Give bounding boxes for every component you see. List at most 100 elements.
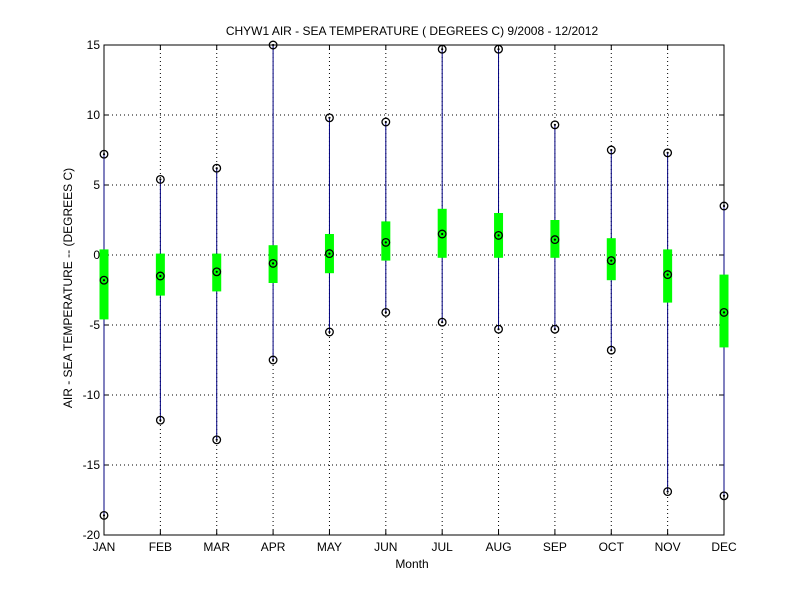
max-marker-dot-aug xyxy=(497,48,500,51)
min-marker-dot-may xyxy=(328,330,331,334)
max-marker-dot-oct xyxy=(610,148,613,152)
max-marker-dot-dec xyxy=(722,204,726,208)
min-marker-oct xyxy=(606,345,616,355)
y-tick-label-7: 15 xyxy=(87,38,101,52)
median-marker-dot-apr xyxy=(271,262,275,265)
median-marker-dot-jan xyxy=(102,279,106,282)
min-marker-dot-oct xyxy=(610,349,613,352)
x-tick-label-sep: SEP xyxy=(543,540,567,554)
min-marker-dot-jun xyxy=(384,311,387,314)
median-marker-dot-aug xyxy=(497,234,500,237)
max-marker-dot-sep xyxy=(553,123,557,126)
max-marker-feb xyxy=(155,174,165,184)
min-marker-dot-jul xyxy=(441,321,444,324)
max-marker-oct xyxy=(606,145,616,155)
min-marker-dot-feb xyxy=(159,419,162,422)
x-tick-label-mar: MAR xyxy=(203,540,230,554)
max-marker-nov xyxy=(663,148,673,158)
min-marker-dec xyxy=(719,491,729,501)
x-tick-label-jan: JAN xyxy=(93,540,116,554)
chart-title: CHYW1 AIR - SEA TEMPERATURE ( DEGREES C)… xyxy=(226,24,599,38)
box-feb xyxy=(155,253,165,296)
min-marker-nov xyxy=(663,487,673,497)
min-marker-dot-sep xyxy=(553,328,557,331)
median-marker-dot-dec xyxy=(722,311,726,314)
max-marker-dot-apr xyxy=(271,43,275,47)
box-nov xyxy=(663,249,673,303)
y-tick-label-3: -5 xyxy=(89,318,100,332)
min-marker-dot-jan xyxy=(102,514,106,517)
max-marker-dot-jan xyxy=(102,153,106,156)
min-marker-feb xyxy=(155,415,165,425)
median-marker-aug xyxy=(494,230,503,240)
x-tick-label-oct: OCT xyxy=(599,540,625,554)
median-marker-apr xyxy=(268,258,278,268)
max-marker-mar xyxy=(212,163,222,173)
median-marker-dot-feb xyxy=(159,274,162,278)
median-marker-dot-oct xyxy=(610,259,613,262)
min-marker-apr xyxy=(268,355,278,365)
median-marker-sep xyxy=(550,235,560,245)
y-tick-label-6: 10 xyxy=(87,108,101,122)
max-marker-dot-nov xyxy=(666,151,669,154)
x-tick-label-feb: FEB xyxy=(149,540,172,554)
median-marker-nov xyxy=(663,270,673,280)
median-marker-dot-jun xyxy=(384,241,387,244)
box-dec xyxy=(719,274,729,348)
max-marker-may xyxy=(325,113,334,123)
min-marker-aug xyxy=(494,324,503,334)
x-tick-label-dec: DEC xyxy=(711,540,737,554)
median-marker-dec xyxy=(719,307,729,317)
max-marker-jan xyxy=(99,149,109,159)
x-tick-label-nov: NOV xyxy=(655,540,681,554)
median-marker-jun xyxy=(381,237,391,247)
max-marker-dot-mar xyxy=(215,167,218,170)
max-marker-dot-feb xyxy=(159,178,162,181)
x-tick-label-jul: JUL xyxy=(432,540,454,554)
median-marker-oct xyxy=(606,256,616,266)
median-marker-dot-nov xyxy=(666,273,669,276)
median-marker-dot-jul xyxy=(441,232,444,236)
min-marker-dot-mar xyxy=(215,438,218,441)
median-marker-dot-may xyxy=(328,252,331,255)
median-marker-jan xyxy=(99,275,109,285)
median-marker-may xyxy=(325,249,334,259)
max-marker-aug xyxy=(494,44,503,54)
y-tick-label-2: -10 xyxy=(83,388,101,402)
median-marker-mar xyxy=(212,267,222,277)
y-tick-label-0: -20 xyxy=(83,528,101,542)
median-marker-jul xyxy=(437,229,447,239)
min-marker-dot-nov xyxy=(666,490,669,493)
median-marker-feb xyxy=(155,271,165,281)
y-tick-label-1: -15 xyxy=(83,458,101,472)
min-marker-may xyxy=(325,327,334,337)
min-marker-jun xyxy=(381,307,391,317)
min-marker-jul xyxy=(437,317,447,327)
min-marker-dot-aug xyxy=(497,328,500,331)
max-marker-dot-jul xyxy=(441,48,444,51)
x-axis-title: Month xyxy=(395,557,428,571)
x-tick-label-jun: JUN xyxy=(374,540,397,554)
x-tick-label-may: MAY xyxy=(317,540,342,554)
x-tick-label-apr: APR xyxy=(261,540,286,554)
box-oct xyxy=(606,238,616,281)
y-tick-label-4: 0 xyxy=(93,248,100,262)
x-tick-label-aug: AUG xyxy=(486,540,512,554)
max-marker-apr xyxy=(268,40,278,50)
min-marker-dot-dec xyxy=(722,494,726,497)
median-marker-dot-mar xyxy=(215,270,218,273)
y-axis-title: AIR - SEA TEMPERATURE -- (DEGREES C) xyxy=(61,168,75,408)
box-jun xyxy=(381,221,391,261)
median-marker-dot-sep xyxy=(553,238,557,241)
plot-area: -20 -15 -10 -5 0 5 10 15 JAN FEB MAR APR MAY JUN JUL AU… xyxy=(83,38,737,554)
max-marker-sep xyxy=(550,120,560,130)
max-marker-dot-may xyxy=(328,116,331,119)
y-tick-label-5: 5 xyxy=(93,178,100,192)
max-marker-dec xyxy=(719,201,729,211)
min-marker-dot-apr xyxy=(271,358,275,362)
max-marker-jul xyxy=(437,44,447,54)
min-marker-mar xyxy=(212,435,222,445)
min-marker-jan xyxy=(99,510,109,520)
